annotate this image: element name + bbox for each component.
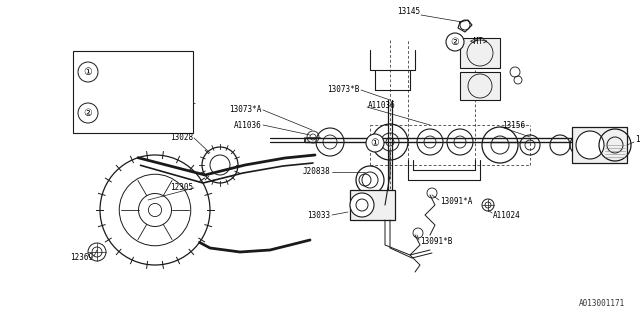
Text: J20833(-0310): J20833(-0310) [108, 61, 163, 68]
Text: ②: ② [84, 108, 92, 118]
Text: 13073*A: 13073*A [230, 106, 262, 115]
Bar [572, 127, 627, 163]
Bar [460, 38, 500, 68]
Text: A7068(-0609): A7068(-0609) [108, 100, 159, 107]
Text: ②: ② [451, 37, 460, 47]
Circle shape [366, 134, 384, 152]
Text: 0104S(0610-): 0104S(0610-) [108, 116, 159, 123]
Circle shape [446, 33, 464, 51]
Text: 13091*A: 13091*A [440, 197, 472, 206]
Text: A013001171: A013001171 [579, 299, 625, 308]
Text: 13028: 13028 [170, 133, 193, 142]
Circle shape [78, 62, 98, 82]
Text: J20838: J20838 [302, 167, 330, 177]
Text: 13033: 13033 [307, 211, 330, 220]
Text: 12305: 12305 [170, 183, 193, 193]
Circle shape [78, 103, 98, 123]
Text: 13085: 13085 [635, 135, 640, 145]
Bar [73, 51, 193, 133]
Text: FRONT: FRONT [170, 103, 196, 112]
Text: 13145: 13145 [397, 7, 420, 17]
Circle shape [576, 131, 604, 159]
Text: A70846(0311-): A70846(0311-) [108, 77, 163, 84]
Bar [350, 190, 395, 220]
Text: ①: ① [371, 138, 380, 148]
Text: A11036: A11036 [368, 101, 396, 110]
Text: ①: ① [84, 67, 92, 77]
Text: 13073*B: 13073*B [328, 85, 360, 94]
Text: A11024: A11024 [493, 211, 521, 220]
Text: A11036: A11036 [234, 121, 262, 130]
Circle shape [350, 193, 374, 217]
Text: <MT>: <MT> [470, 37, 488, 46]
Text: 13156: 13156 [502, 121, 525, 130]
Text: 12369: 12369 [70, 253, 93, 262]
Text: 13091*B: 13091*B [420, 237, 452, 246]
Bar [460, 72, 500, 100]
